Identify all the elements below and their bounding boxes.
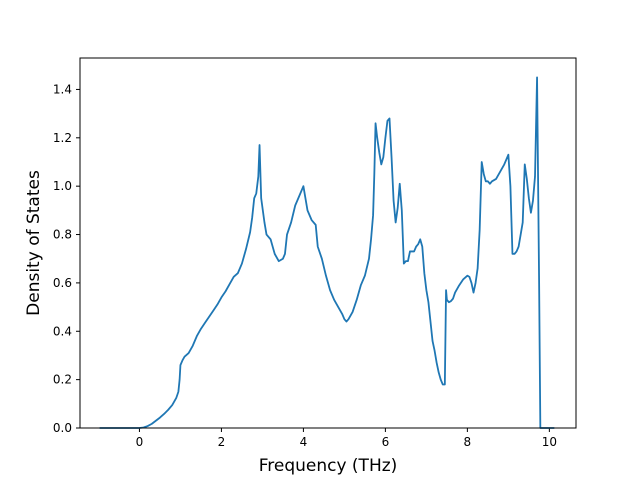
y-tick-label: 0.8 — [53, 228, 72, 242]
y-tick-label: 0.6 — [53, 276, 72, 290]
x-tick-label: 0 — [136, 435, 144, 449]
x-axis-label: Frequency (THz) — [259, 456, 398, 476]
y-tick-label: 0.4 — [53, 324, 72, 338]
y-tick-label: 0.2 — [53, 373, 72, 387]
y-tick-label: 0.0 — [53, 421, 72, 435]
y-tick-label: 1.0 — [53, 179, 72, 193]
x-tick-label: 6 — [382, 435, 390, 449]
plot-area — [80, 58, 576, 428]
x-tick-label: 10 — [542, 435, 557, 449]
y-axis-label: Density of States — [24, 170, 44, 316]
y-tick-label: 1.2 — [53, 131, 72, 145]
y-tick-label: 1.4 — [53, 82, 72, 96]
x-tick-label: 8 — [464, 435, 472, 449]
x-tick-label: 2 — [218, 435, 226, 449]
axis-ticks: 0 2 4 6 8 10 0.0 0.2 0.4 0.6 0.8 1.0 1.2 1.4 — [53, 82, 557, 449]
plot-frame — [79, 57, 577, 429]
series-line — [99, 76, 555, 429]
x-tick-label: 4 — [300, 435, 308, 449]
